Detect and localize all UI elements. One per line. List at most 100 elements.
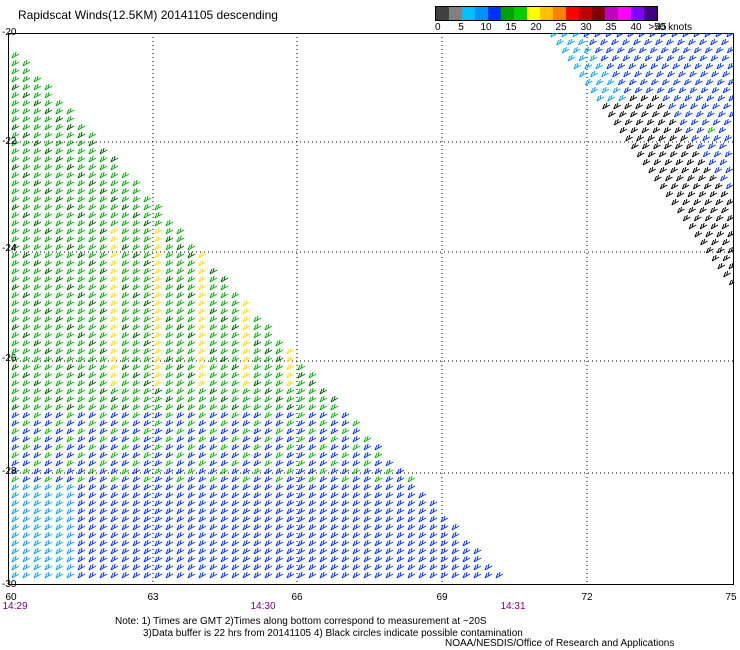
wind-barb xyxy=(341,555,350,563)
wind-barb xyxy=(143,427,152,435)
wind-barb xyxy=(297,499,306,507)
wind-barb xyxy=(110,203,119,211)
wind-barb xyxy=(22,491,31,499)
wind-barb xyxy=(330,507,339,515)
color-legend-label: >50 knots xyxy=(648,22,692,33)
wind-barb xyxy=(44,315,53,323)
wind-barb xyxy=(723,118,732,126)
wind-barb xyxy=(231,395,240,403)
color-swatch xyxy=(579,7,592,20)
wind-barb xyxy=(231,307,240,315)
wind-barb xyxy=(418,547,427,555)
wind-barb xyxy=(44,107,53,115)
wind-barb xyxy=(121,171,130,179)
wind-barb xyxy=(231,451,240,459)
wind-barb xyxy=(44,179,53,187)
wind-barb xyxy=(440,531,449,539)
wind-barb xyxy=(187,435,196,443)
x-tick-label: 69 xyxy=(436,592,448,603)
wind-barb xyxy=(33,387,42,395)
wind-barb xyxy=(231,331,240,339)
wind-barb xyxy=(645,70,653,78)
wind-barb xyxy=(264,419,273,427)
color-legend-swatches xyxy=(435,6,658,21)
wind-barb xyxy=(88,291,97,299)
wind-barb xyxy=(711,86,720,94)
wind-barb xyxy=(154,427,163,435)
wind-barb xyxy=(374,443,383,451)
wind-barb xyxy=(352,547,361,555)
wind-barb xyxy=(22,515,31,523)
wind-barb xyxy=(66,123,75,131)
wind-barb xyxy=(319,499,328,507)
wind-barb xyxy=(33,459,42,467)
wind-barb xyxy=(99,507,108,515)
wind-barb xyxy=(44,267,53,275)
wind-barb xyxy=(209,443,218,451)
wind-barb xyxy=(143,283,152,291)
wind-barb xyxy=(99,307,108,315)
wind-barb xyxy=(99,163,108,171)
wind-barb xyxy=(132,251,141,259)
wind-barb xyxy=(596,94,605,102)
wind-barb xyxy=(694,78,703,86)
wind-barb xyxy=(231,291,240,299)
wind-barb xyxy=(44,403,53,411)
wind-barb xyxy=(33,91,42,99)
wind-barb xyxy=(680,134,689,142)
wind-barb xyxy=(143,563,152,571)
wind-barb xyxy=(699,222,708,230)
wind-barb xyxy=(154,323,163,331)
wind-barb xyxy=(11,451,20,459)
wind-barb xyxy=(154,563,163,571)
wind-barb xyxy=(66,235,75,243)
wind-barb xyxy=(275,531,284,539)
wind-barb xyxy=(165,435,174,443)
wind-barb xyxy=(341,571,350,579)
wind-barb xyxy=(653,142,661,150)
wind-barb xyxy=(231,483,240,491)
wind-barb xyxy=(220,323,229,331)
wind-barb xyxy=(165,563,174,571)
wind-barb xyxy=(88,387,97,395)
wind-barb xyxy=(686,158,695,166)
wind-barb xyxy=(22,275,31,283)
wind-barb xyxy=(77,275,86,283)
wind-barb xyxy=(665,174,673,182)
wind-barb xyxy=(55,131,64,139)
wind-barb xyxy=(110,179,119,187)
wind-barb xyxy=(253,387,262,395)
wind-barb xyxy=(682,33,691,38)
wind-barb xyxy=(319,563,328,571)
wind-barb xyxy=(286,499,295,507)
wind-barb xyxy=(641,110,649,118)
wind-barb xyxy=(44,115,53,123)
wind-barb xyxy=(121,355,130,363)
wind-barb xyxy=(165,571,174,579)
wind-barb xyxy=(652,126,661,134)
wind-barb xyxy=(396,555,405,563)
wind-barb xyxy=(220,451,229,459)
wind-barb xyxy=(550,33,559,38)
wind-barb xyxy=(264,491,273,499)
wind-barb xyxy=(110,419,119,427)
wind-barb xyxy=(612,70,620,78)
wind-barb xyxy=(88,499,97,507)
wind-barb xyxy=(11,563,20,571)
wind-barb xyxy=(220,347,229,355)
wind-barb xyxy=(589,38,597,46)
wind-barb xyxy=(11,371,20,379)
wind-barb xyxy=(330,547,339,555)
wind-barb xyxy=(143,395,152,403)
wind-barb xyxy=(66,275,75,283)
wind-barb xyxy=(286,411,295,419)
wind-barb xyxy=(55,339,64,347)
wind-barb xyxy=(242,371,251,379)
wind-barb xyxy=(720,174,728,182)
wind-barb xyxy=(110,523,119,531)
wind-barb xyxy=(132,355,141,363)
wind-barb xyxy=(88,219,97,227)
wind-barb xyxy=(319,491,328,499)
wind-barb xyxy=(176,251,185,259)
x-tick-label: 60 xyxy=(5,592,17,603)
